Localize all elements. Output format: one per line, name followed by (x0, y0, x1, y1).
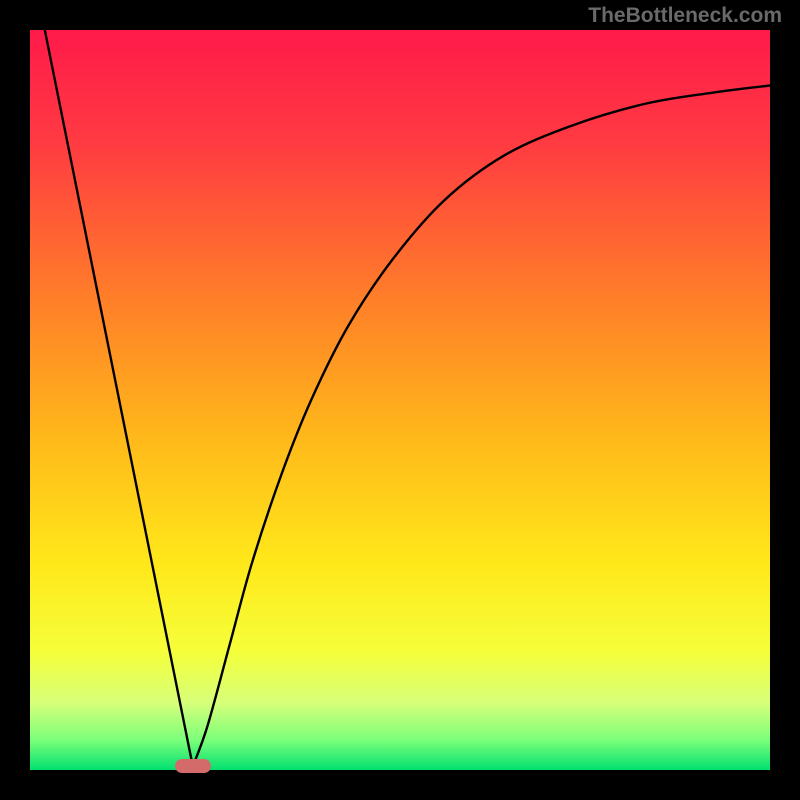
plot-area (30, 30, 770, 770)
bottleneck-marker (175, 759, 211, 773)
bottleneck-curve (30, 30, 770, 770)
watermark-text: TheBottleneck.com (588, 4, 782, 28)
